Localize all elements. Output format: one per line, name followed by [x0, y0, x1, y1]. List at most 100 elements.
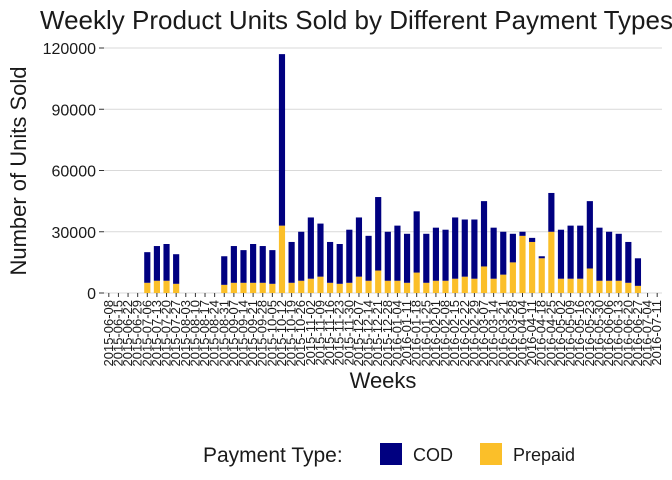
bar-segment [471, 219, 478, 279]
bar-segment [250, 282, 257, 293]
bar-segment [509, 262, 516, 293]
bar-segment [317, 276, 324, 293]
bar-segment [163, 280, 170, 293]
bar-segment [596, 280, 603, 293]
x-tick-label: 2016-01-25 [418, 300, 433, 367]
x-tick-label: 2016-05-09 [563, 300, 578, 367]
x-tick-label: 2016-04-25 [543, 300, 558, 367]
bar-segment [500, 274, 507, 293]
x-tick-label: 2016-02-15 [447, 300, 462, 367]
bar-segment [221, 284, 228, 293]
bar-segment [615, 280, 622, 293]
x-tick-label: 2015-11-23 [332, 300, 347, 366]
y-tick-label: 30000 [52, 225, 97, 242]
y-tick-label: 60000 [52, 164, 97, 181]
x-tick-label: 2015-12-07 [351, 300, 366, 367]
bar-segment [403, 282, 411, 293]
bar-segment [596, 227, 603, 281]
x-axis-title: Weeks [350, 368, 417, 393]
bar-segment [394, 225, 401, 281]
bar-segment [221, 256, 228, 285]
bar-segment [394, 280, 401, 293]
x-tick-label: 2015-07-27 [168, 300, 183, 367]
bar-segment [384, 280, 391, 293]
x-tick-label: 2016-02-08 [438, 300, 453, 367]
x-tick-label: 2015-07-20 [159, 300, 174, 367]
x-tick-label: 2015-09-21 [245, 300, 260, 367]
bar-segment [327, 241, 334, 283]
x-tick-label: 2015-11-16 [322, 300, 337, 366]
bar-segment [365, 280, 372, 293]
bar-segment [500, 231, 507, 275]
bar-segment [548, 192, 555, 232]
bar-segment [625, 241, 632, 283]
bar-segment [538, 258, 545, 293]
bar-segment [452, 278, 459, 293]
chart-title: Weekly Product Units Sold by Different P… [40, 5, 672, 35]
x-tick-label: 2015-12-28 [380, 300, 395, 367]
bar-segment [519, 235, 526, 293]
x-tick-label: 2015-12-14 [361, 300, 376, 367]
x-tick-label: 2015-06-29 [130, 300, 145, 367]
x-tick-label: 2015-08-17 [197, 300, 212, 367]
x-tick-label: 2016-04-11 [524, 300, 539, 366]
bar-segment [634, 285, 642, 293]
legend-swatch [380, 443, 402, 465]
x-tick-label: 2015-08-10 [187, 300, 202, 367]
bar-segment [230, 282, 237, 293]
bar-segment [567, 225, 574, 279]
bar-segment [490, 227, 497, 279]
bar-segment [230, 246, 237, 283]
bar-segment [317, 223, 324, 277]
bar-segment [615, 233, 622, 281]
legend-title: Payment Type: [203, 444, 343, 467]
bar-segment [413, 211, 420, 273]
x-tick-label: 2015-07-13 [149, 300, 164, 367]
legend-label: Prepaid [513, 445, 575, 465]
bar-segment [432, 227, 439, 281]
x-tick-label: 2016-01-11 [399, 300, 414, 366]
bar-segment [538, 256, 545, 259]
bar-segment [577, 225, 584, 279]
x-tick-label: 2016-07-11 [649, 300, 664, 366]
x-tick-label: 2015-09-07 [226, 300, 241, 367]
x-tick-label: 2016-05-02 [553, 300, 568, 367]
bar-segment [259, 246, 266, 283]
bar-segment [144, 282, 151, 293]
x-tick-label: 2016-02-29 [466, 300, 481, 367]
bar-segment [240, 282, 247, 293]
bar-segment [625, 282, 632, 293]
bar-segment [529, 237, 536, 242]
bar-segment [529, 241, 536, 293]
x-tick-label: 2016-01-04 [389, 300, 404, 367]
bar-segment [557, 229, 565, 279]
bar-segment [307, 217, 314, 279]
bar-segment [586, 201, 593, 269]
bar-segment [480, 266, 488, 293]
bar-segment [509, 233, 516, 263]
legend-label: COD [413, 445, 453, 465]
bar-segment [384, 231, 391, 281]
x-tick-label: 2015-06-15 [110, 300, 125, 367]
x-tick-label: 2015-12-21 [370, 300, 385, 367]
bar-segment [606, 231, 613, 281]
bar-segment [153, 246, 160, 281]
x-tick-label: 2015-09-28 [255, 300, 270, 367]
bar-segment [442, 229, 449, 281]
bar-segment [413, 272, 420, 293]
x-tick-label: 2015-10-12 [274, 300, 289, 367]
bar-segment [269, 250, 276, 284]
bar-segment [403, 233, 411, 283]
x-tick-label: 2016-01-18 [409, 300, 424, 367]
x-tick-label: 2016-06-27 [630, 300, 645, 367]
x-tick-label: 2016-04-18 [534, 300, 549, 367]
bar-segment [355, 217, 363, 277]
bar-segment [461, 219, 468, 277]
bar-segment [432, 280, 439, 293]
bar-segment [346, 229, 353, 283]
x-tick-label: 2016-04-04 [515, 300, 530, 367]
bar-segment [336, 244, 343, 284]
x-tick-label: 2016-05-30 [591, 300, 606, 367]
x-tick-label: 2015-08-31 [216, 300, 231, 367]
bar-segment [634, 258, 642, 286]
